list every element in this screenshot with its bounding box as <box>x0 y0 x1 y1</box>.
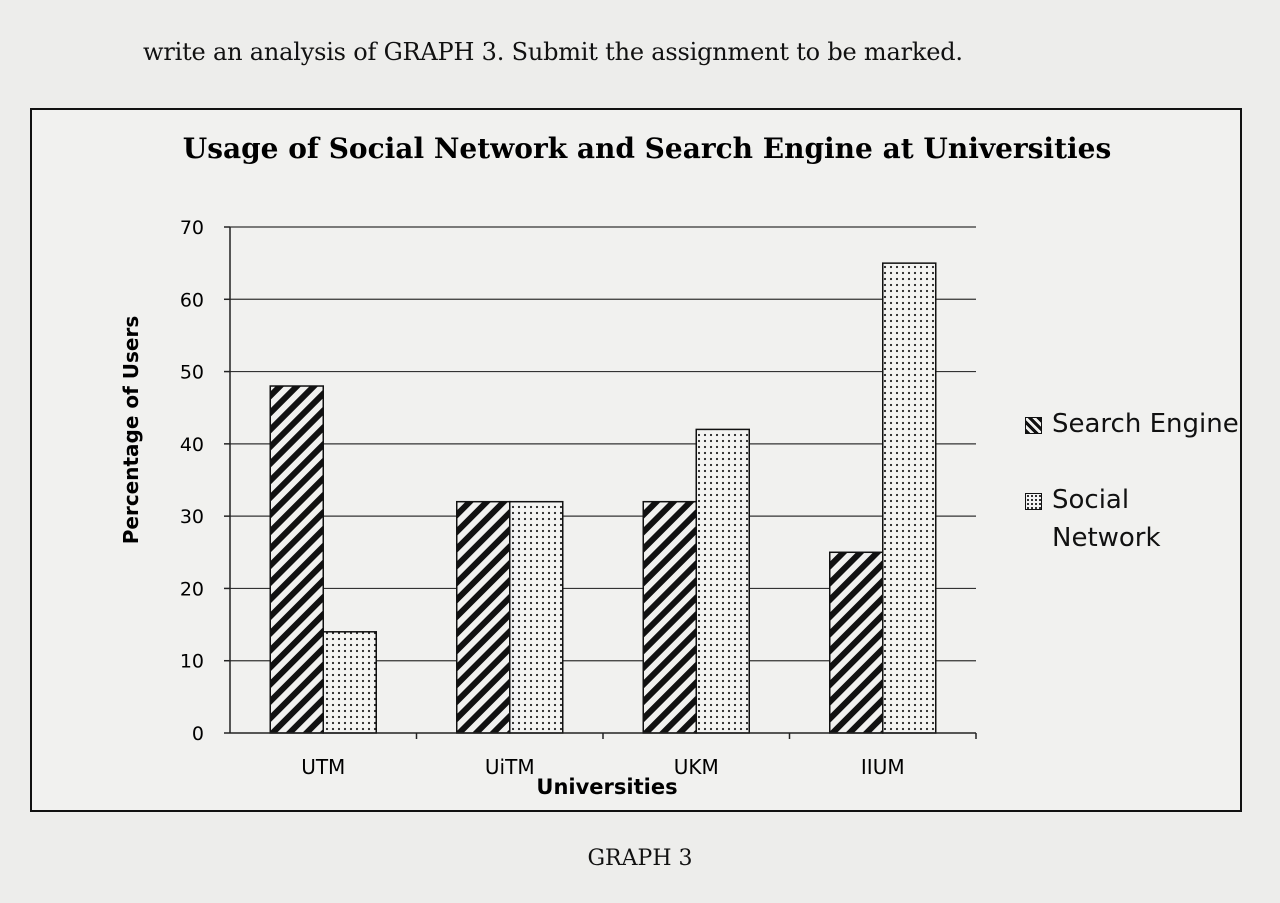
dots-swatch-icon <box>1025 493 1042 510</box>
legend-item-social-network: Social Network <box>1022 481 1239 557</box>
y-axis-label: Percentage of Users <box>119 316 143 545</box>
chart-frame <box>30 108 1242 812</box>
bar-social-network <box>509 500 564 734</box>
bar-search-engine <box>829 551 884 734</box>
y-tick-label: 10 <box>180 651 204 673</box>
x-axis-label: Universities <box>536 775 677 799</box>
bar-search-engine <box>269 385 324 734</box>
y-tick-label: 0 <box>192 723 204 745</box>
bar-social-network <box>882 262 937 734</box>
legend-label: Search Engine <box>1052 409 1239 439</box>
figure-caption: GRAPH 3 <box>587 846 693 871</box>
bar-social-network <box>695 428 750 734</box>
hatch-swatch-icon <box>1025 417 1042 434</box>
bar-search-engine <box>642 500 697 734</box>
legend: Search Engine Social Network <box>1022 405 1239 557</box>
y-tick-label: 20 <box>180 578 204 600</box>
x-tick-label: IIUM <box>861 755 905 779</box>
y-tick-label: 50 <box>180 362 204 384</box>
y-tick-label: 40 <box>180 434 204 456</box>
chart-title: Usage of Social Network and Search Engin… <box>183 132 1111 165</box>
x-tick-label: UKM <box>674 755 719 779</box>
y-tick-label: 30 <box>180 506 204 528</box>
bar-social-network <box>322 631 377 734</box>
instruction-text: write an analysis of GRAPH 3. Submit the… <box>143 38 963 66</box>
x-tick-label: UiTM <box>485 755 535 779</box>
y-tick-label: 60 <box>180 289 204 311</box>
x-tick-label: UTM <box>301 755 345 779</box>
legend-label: Social Network <box>1052 485 1161 553</box>
y-tick-label: 70 <box>180 217 204 239</box>
bar-search-engine <box>456 500 511 734</box>
legend-item-search-engine: Search Engine <box>1022 405 1239 443</box>
